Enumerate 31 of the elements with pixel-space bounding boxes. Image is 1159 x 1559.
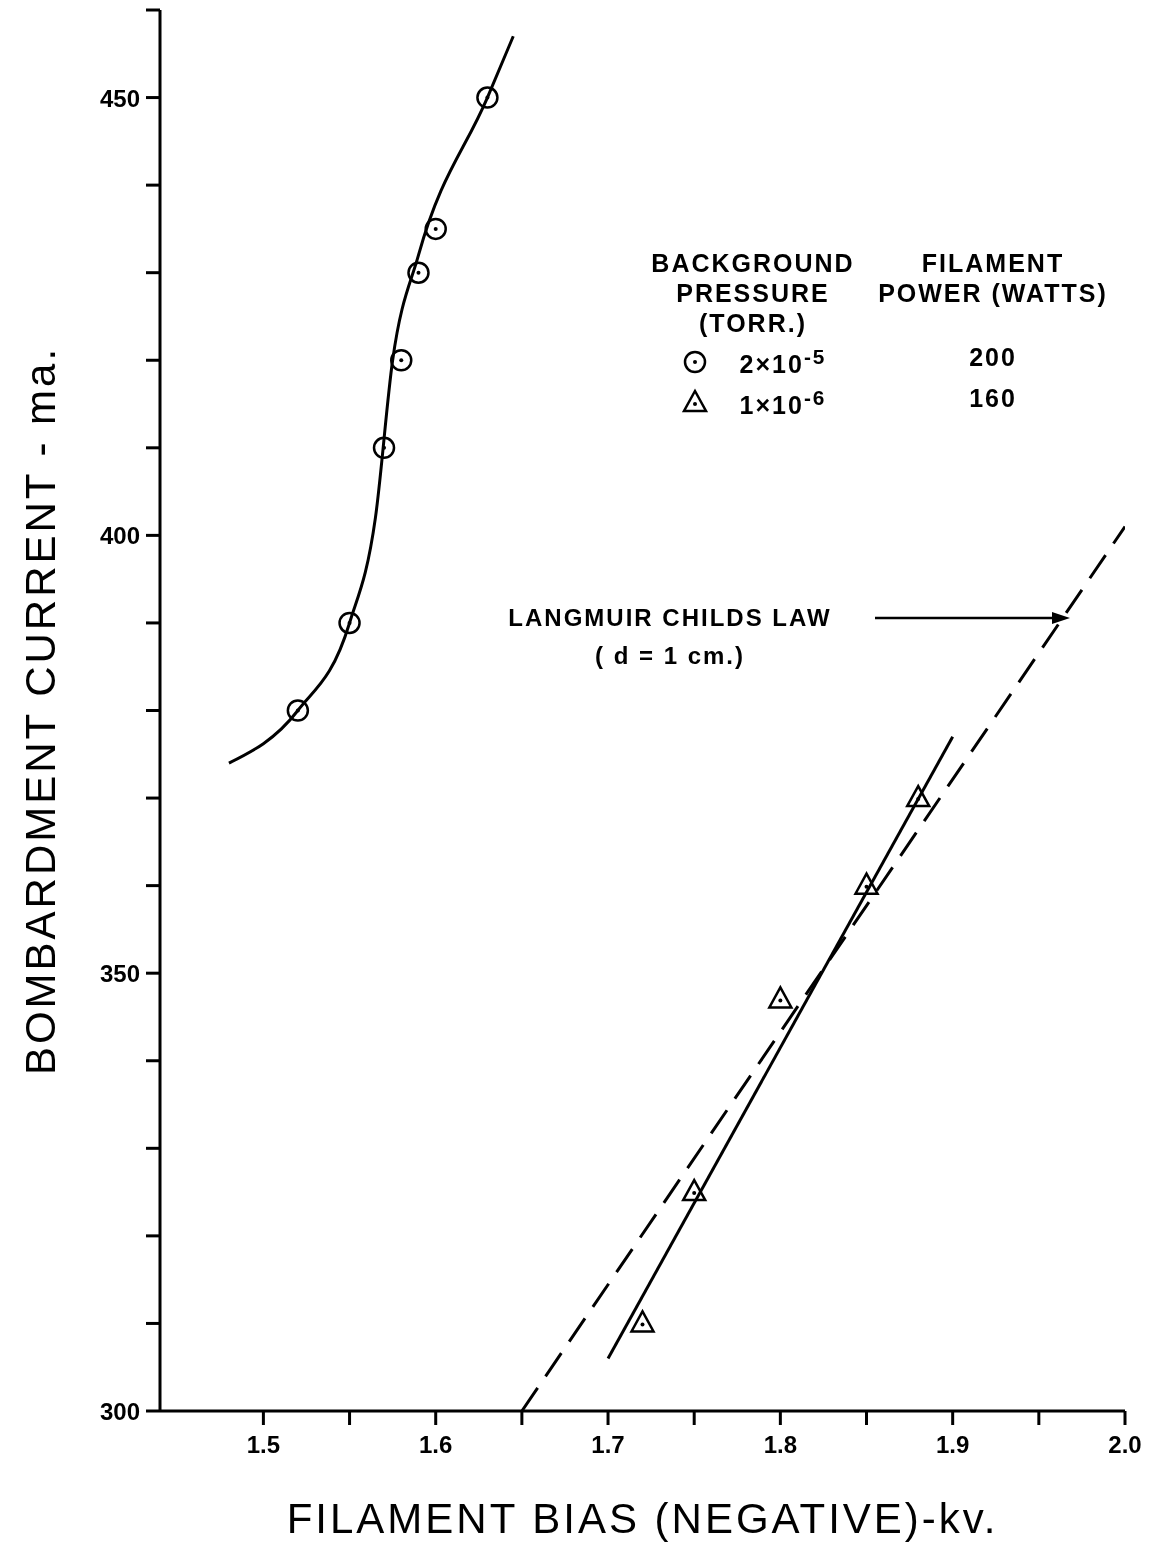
point (768, 986, 793, 1009)
x-axis-title: FILAMENT BIAS (NEGATIVE)-kv. (286, 1495, 999, 1542)
annotation: FILAMENT POWER (WATTS) (878, 249, 1108, 307)
point (681, 1178, 707, 1202)
x-tick-label: 1.7 (591, 1431, 625, 1458)
x-tick-label: 1.9 (935, 1431, 970, 1458)
point (905, 784, 931, 808)
point (338, 611, 361, 635)
point (630, 1310, 655, 1333)
y-tick-label: 400 (99, 522, 140, 550)
y-tick-label: 350 (99, 960, 140, 988)
annotation: 160 (969, 384, 1017, 413)
x-tick-label: 1.8 (763, 1431, 798, 1458)
x-tick-label: 2.0 (1108, 1431, 1142, 1458)
annotation: 200 (969, 343, 1017, 371)
legend-label: 2×10$^{-5}$ (739, 344, 827, 380)
y-axis-title: BOMBARDMENT CURRENT - ma. (16, 345, 64, 1076)
point (390, 349, 413, 372)
point (372, 436, 396, 460)
point (407, 261, 430, 284)
point (424, 217, 447, 241)
legend-title: BACKGROUND PRESSURE (TORR.) (651, 249, 855, 337)
legend-label: 1×10$^{-6}$ (739, 385, 827, 421)
point (286, 699, 310, 722)
point (476, 86, 499, 109)
point (854, 872, 879, 895)
annotation: LANGMUIR CHILDS LAW ( d = 1 cm.) (508, 604, 832, 669)
y-tick-label: 300 (99, 1398, 140, 1425)
x-tick-label: 1.6 (419, 1431, 453, 1458)
x-tick-label: 1.5 (246, 1431, 281, 1458)
y-tick-label: 450 (99, 84, 140, 112)
